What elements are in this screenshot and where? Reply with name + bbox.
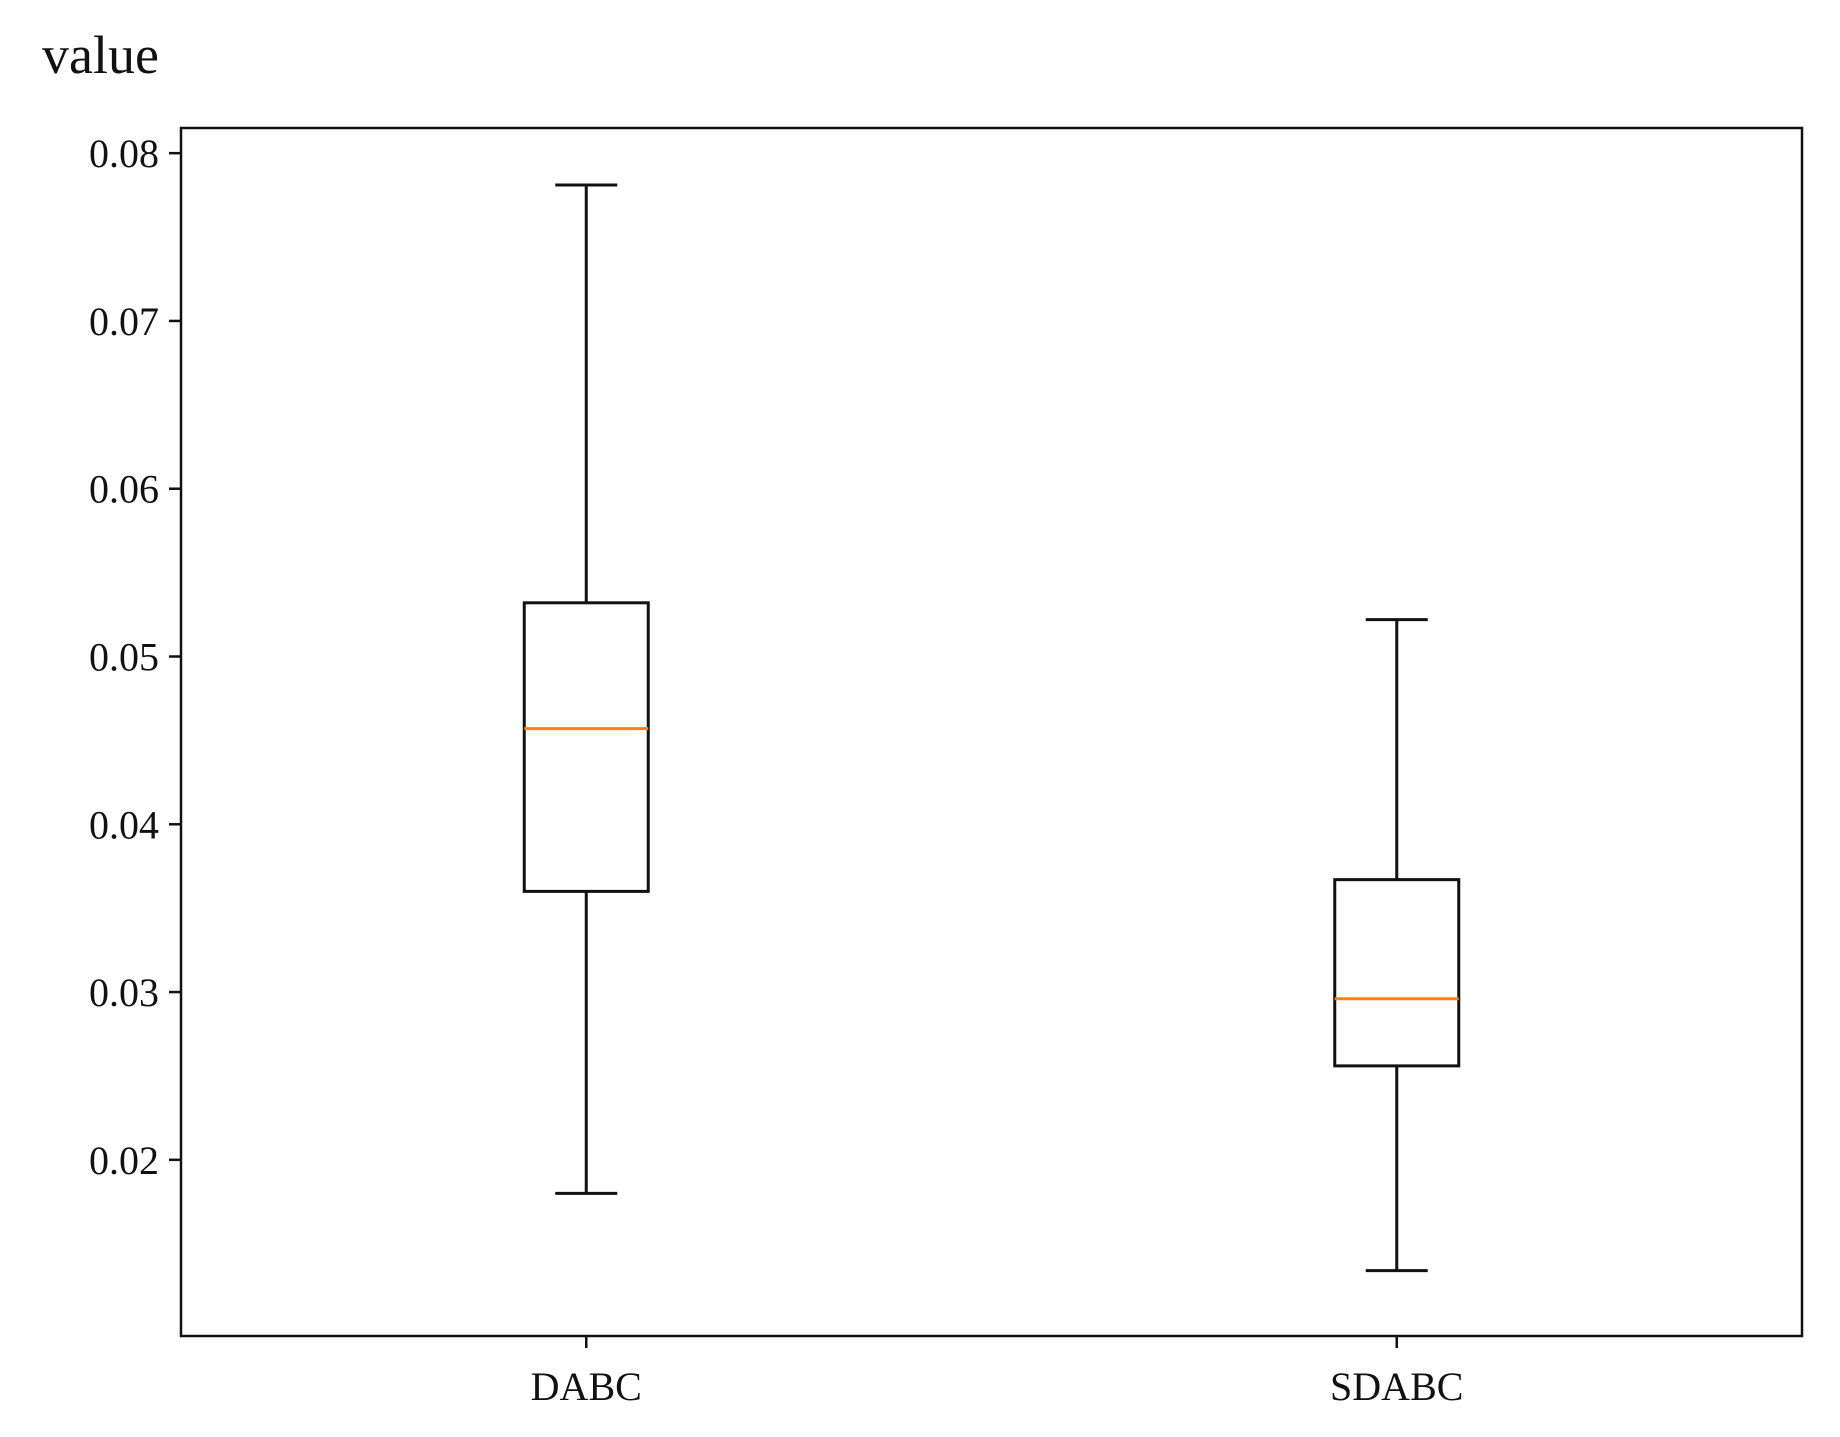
y-tick-label: 0.03: [89, 970, 159, 1015]
box-sdabc: [1333, 618, 1461, 1273]
interquartile-box: [1333, 878, 1461, 1068]
y-tick-label: 0.08: [89, 131, 159, 176]
y-axis: 0.02 0.03 0.04 0.05 0.06 0.07 0.08: [89, 131, 181, 1183]
y-tick-label: 0.06: [89, 467, 159, 512]
x-tick-label: DABC: [531, 1364, 642, 1409]
y-tick-label: 0.02: [89, 1138, 159, 1183]
interquartile-box: [522, 601, 650, 893]
y-tick-label: 0.07: [89, 299, 159, 344]
plot-area-frame: [179, 126, 1804, 1338]
x-tick-label: SDABC: [1330, 1364, 1463, 1409]
y-tick-label: 0.04: [89, 802, 159, 847]
box-series: [522, 183, 1461, 1273]
y-axis-label: value: [42, 25, 159, 85]
y-tick-label: 0.05: [89, 635, 159, 680]
box-dabc: [522, 183, 650, 1195]
x-axis: DABC SDABC: [531, 1336, 1463, 1409]
